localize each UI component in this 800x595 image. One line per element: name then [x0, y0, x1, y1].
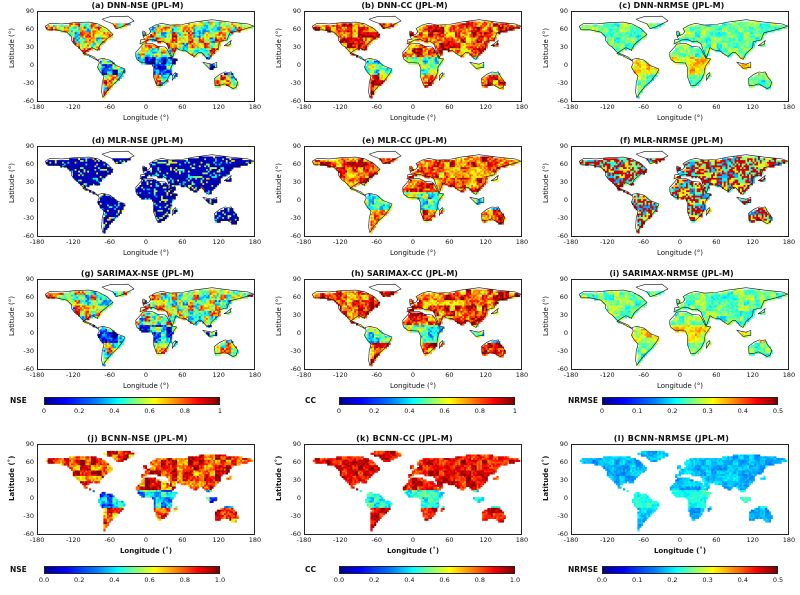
y-tick-label: 30: [16, 44, 34, 51]
y-tick-label: 90: [550, 8, 568, 15]
grid-cell: [195, 55, 197, 57]
x-axis-label: Longitude (°): [571, 114, 789, 122]
x-tick-label: 0: [668, 104, 692, 111]
y-axis-label: Latitude (°): [8, 28, 16, 68]
world-map: [37, 146, 255, 237]
x-tick-label: -180: [25, 104, 49, 111]
y-tick-label: -30: [283, 80, 301, 87]
grid-cell: [753, 86, 755, 88]
map-canvas: [38, 12, 254, 101]
y-tick-label: 90: [283, 8, 301, 15]
map-canvas: [572, 12, 788, 101]
grid-cell: [358, 48, 360, 50]
map-panel: (a) DNN-NSE (JPL-M) Latitude (°) 90 60 30 0 -3…: [0, 0, 265, 133]
grid-cell: [430, 84, 432, 86]
x-axis-label: Longitude (°): [304, 114, 522, 122]
x-tick-label: -120: [595, 104, 619, 111]
y-tick-label: 0: [16, 197, 34, 204]
y-tick-label: 0: [550, 62, 568, 69]
x-tick-label: 60: [170, 104, 194, 111]
x-tick-label: -60: [365, 104, 389, 111]
grid-cell: [109, 38, 111, 40]
grid-cell: [376, 38, 378, 40]
y-tick-label: -30: [16, 215, 34, 222]
y-tick-label: 0: [16, 62, 34, 69]
panel-title: (c) DNN-NRMSE (JPL-M): [554, 0, 789, 11]
grid-cell: [219, 86, 221, 88]
grid-cell: [643, 38, 645, 40]
x-tick-label: 0: [401, 104, 425, 111]
grid-cell: [370, 96, 372, 98]
x-tick-label: 180: [777, 104, 800, 111]
x-tick-label: -180: [559, 104, 583, 111]
x-axis-label: Longitude (°): [37, 114, 255, 122]
grid-cell: [486, 86, 488, 88]
x-tick-label: -60: [98, 104, 122, 111]
map-canvas: [305, 12, 521, 101]
y-axis-label: Latitude (°): [275, 28, 283, 68]
y-tick-label: 30: [550, 44, 568, 51]
y-axis-label: Latitude (°): [8, 163, 16, 203]
y-tick-label: 60: [550, 26, 568, 33]
panel-title: (a) DNN-NSE (JPL-M): [20, 0, 255, 11]
x-tick-label: 60: [437, 104, 461, 111]
world-map: [571, 11, 789, 102]
grid-cell: [159, 86, 161, 88]
y-tick-label: 0: [283, 62, 301, 69]
grid-cell: [163, 84, 165, 86]
grid-cell: [462, 55, 464, 57]
y-tick-label: 30: [283, 44, 301, 51]
map-panel: (c) DNN-NRMSE (JPL-M) Latitude (°) 90 60 30 0…: [534, 0, 799, 133]
world-map: [304, 11, 522, 102]
map-canvas: [38, 147, 254, 236]
panel-title: (d) MLR-NSE (JPL-M): [20, 135, 255, 146]
x-tick-label: 0: [134, 104, 158, 111]
x-tick-label: 180: [510, 104, 534, 111]
y-axis-label: Latitude (°): [542, 28, 550, 68]
grid-cell: [426, 86, 428, 88]
grid-cell: [729, 55, 731, 57]
x-tick-label: 180: [243, 104, 267, 111]
y-tick-label: 30: [16, 179, 34, 186]
map-panel: (d) MLR-NSE (JPL-M) Latitude (°) 90 60 30 0 -3…: [0, 135, 265, 268]
x-tick-label: -120: [61, 104, 85, 111]
y-tick-label: 60: [16, 26, 34, 33]
x-tick-label: 60: [704, 104, 728, 111]
x-tick-label: -180: [292, 104, 316, 111]
y-tick-label: 60: [283, 26, 301, 33]
grid-cell: [91, 48, 93, 50]
grid-cell: [693, 86, 695, 88]
grid-cell: [697, 84, 699, 86]
grid-cell: [637, 96, 639, 98]
y-tick-label: -30: [550, 80, 568, 87]
grid-cell: [625, 48, 627, 50]
x-tick-label: 120: [207, 104, 231, 111]
y-tick-label: 90: [16, 8, 34, 15]
y-tick-label: 90: [16, 143, 34, 150]
x-tick-label: 120: [474, 104, 498, 111]
y-tick-label: 60: [16, 161, 34, 168]
y-tick-label: -30: [16, 80, 34, 87]
world-map: [37, 11, 255, 102]
panel-title: (b) DNN-CC (JPL-M): [287, 0, 522, 11]
x-tick-label: -60: [632, 104, 656, 111]
map-panel: (b) DNN-CC (JPL-M) Latitude (°) 90 60 30 0 -30…: [267, 0, 532, 133]
grid-cell: [103, 96, 105, 98]
x-tick-label: -120: [328, 104, 352, 111]
x-tick-label: 120: [741, 104, 765, 111]
